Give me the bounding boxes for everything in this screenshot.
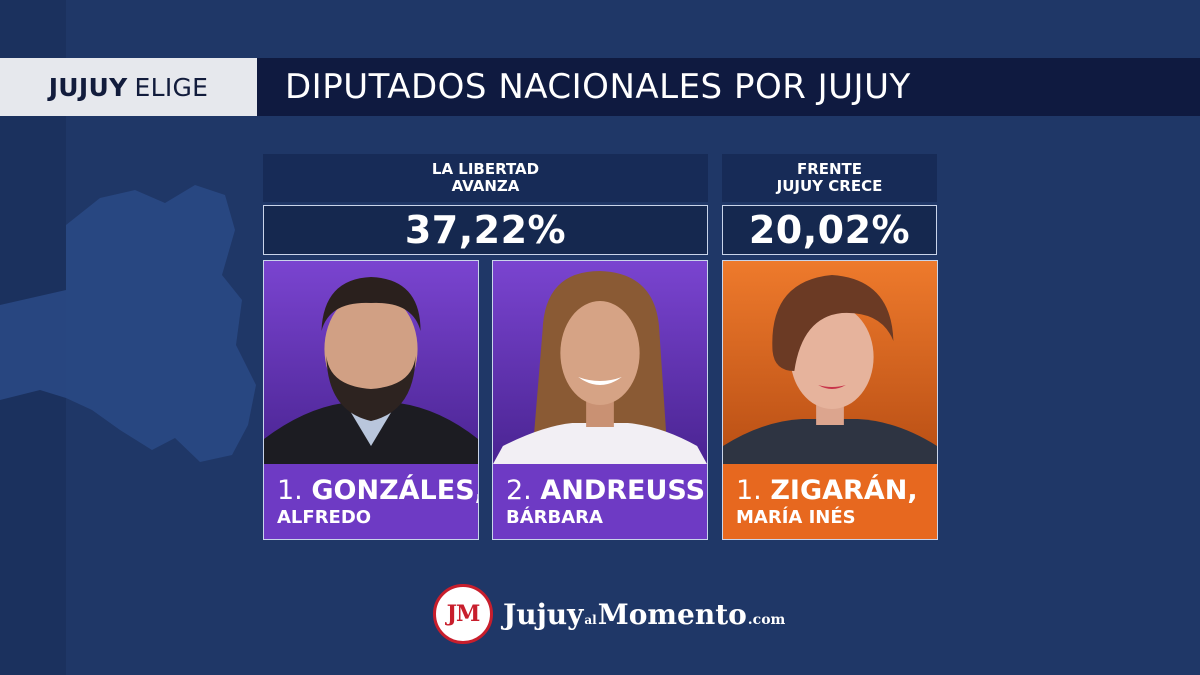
brand-tag: JUJUY ELIGE [0,58,257,116]
candidate-photo [264,261,478,464]
brand-tag-light: ELIGE [134,72,209,102]
party-name-line2: JUJUY CRECE [776,177,883,195]
page-title: DIPUTADOS NACIONALES POR JUJUY [285,67,911,107]
party-percentage: 37,22% [263,205,708,255]
candidate-photo [723,261,937,464]
candidate-photo [493,261,707,464]
candidate-first-name: MARÍA INÉS [736,507,856,528]
candidate-card: 1. ZIGARÁN, MARÍA INÉS [722,260,938,540]
candidate-first-name: BÁRBARA [506,507,603,528]
logo-part-com: .com [747,611,786,628]
jm-badge-icon: JM [433,584,493,644]
party-name-la-libertad-avanza: LA LIBERTAD AVANZA [263,154,708,202]
candidate-surname: GONZÁLES, [311,475,479,506]
party-name-line1: LA LIBERTAD [431,160,540,178]
party-name-line2: AVANZA [451,177,520,195]
candidate-caption: 2. ANDREUSSI, BÁRBARA [493,464,708,539]
party-name-line1: FRENTE [796,160,863,178]
brand-tag-strong: JUJUY [48,72,128,102]
candidate-surname: ZIGARÁN, [770,475,918,506]
candidate-first-name: ALFREDO [277,507,372,528]
candidate-number: 1. [736,475,762,506]
candidate-card: 2. ANDREUSSI, BÁRBARA [492,260,708,540]
candidate-caption: 1. ZIGARÁN, MARÍA INÉS [723,464,937,539]
candidate-caption: 1. GONZÁLES, ALFREDO [264,464,479,539]
logo-badge-text: JM [446,601,481,627]
party-percentage-value: 20,02% [748,208,911,252]
candidate-number: 1. [277,475,303,506]
party-percentage: 20,02% [722,205,937,255]
logo-part-al: al [584,612,597,627]
party-percentage-value: 37,22% [404,208,567,252]
jujuy-al-momento-logo: JM Jujuy al Momento .com [433,583,785,645]
logo-part-momento: Momento [597,597,747,631]
logo-wordmark: Jujuy al Momento .com [503,598,785,631]
title-bar: DIPUTADOS NACIONALES POR JUJUY [257,58,1200,116]
candidate-card: 1. GONZÁLES, ALFREDO [263,260,479,540]
candidate-surname: ANDREUSSI, [540,475,708,506]
logo-part-jujuy: Jujuy [503,597,584,631]
party-name-frente-jujuy-crece: FRENTE JUJUY CRECE [722,154,937,202]
candidate-number: 2. [506,475,532,506]
